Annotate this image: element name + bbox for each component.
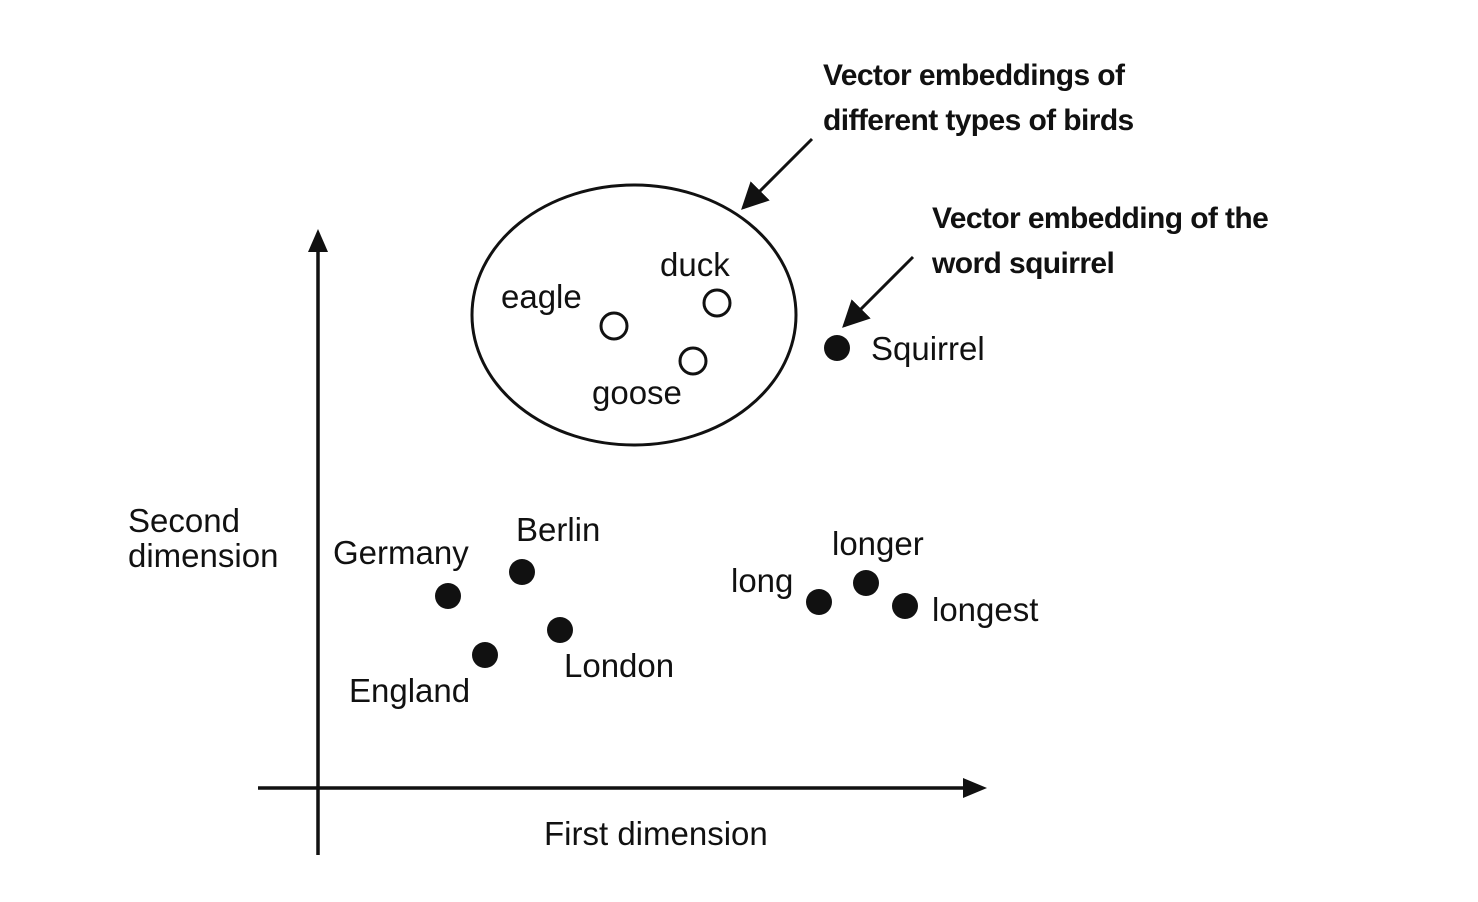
point-duck xyxy=(702,288,732,318)
point-longest xyxy=(892,593,918,619)
x-axis-label: First dimension xyxy=(544,815,768,852)
label-london: London xyxy=(564,647,674,684)
point-eagle xyxy=(599,311,629,341)
label-berlin: Berlin xyxy=(516,511,600,548)
birds-callout-line1: Vector embeddings of xyxy=(823,59,1126,92)
point-squirrel xyxy=(824,335,850,361)
point-longer xyxy=(853,570,879,596)
birds-callout-arrow xyxy=(741,137,814,210)
squirrel-callout-line2: word squirrel xyxy=(931,247,1114,280)
squirrel-callout-arrow xyxy=(842,255,915,328)
label-goose: goose xyxy=(592,374,682,411)
label-germany: Germany xyxy=(333,534,469,571)
point-england xyxy=(472,642,498,668)
label-longer: longer xyxy=(832,525,924,562)
birds-callout-line2: different types of birds xyxy=(823,104,1134,137)
point-berlin xyxy=(509,559,535,585)
label-england: England xyxy=(349,672,470,709)
label-duck: duck xyxy=(660,246,730,283)
point-london xyxy=(547,617,573,643)
x-axis-arrowhead xyxy=(963,778,987,798)
point-long xyxy=(806,589,832,615)
point-germany xyxy=(435,583,461,609)
label-longest: longest xyxy=(932,591,1038,628)
bird-cluster-ellipse xyxy=(470,183,798,447)
squirrel-callout-line1: Vector embedding of the xyxy=(932,202,1268,235)
label-squirrel: Squirrel xyxy=(871,330,985,367)
y-axis-label-line2: dimension xyxy=(128,537,278,574)
label-long: long xyxy=(731,562,793,599)
y-axis-arrowhead xyxy=(308,229,328,252)
y-axis-label-line1: Second xyxy=(128,502,240,539)
point-goose xyxy=(678,346,708,376)
label-eagle: eagle xyxy=(501,278,582,315)
